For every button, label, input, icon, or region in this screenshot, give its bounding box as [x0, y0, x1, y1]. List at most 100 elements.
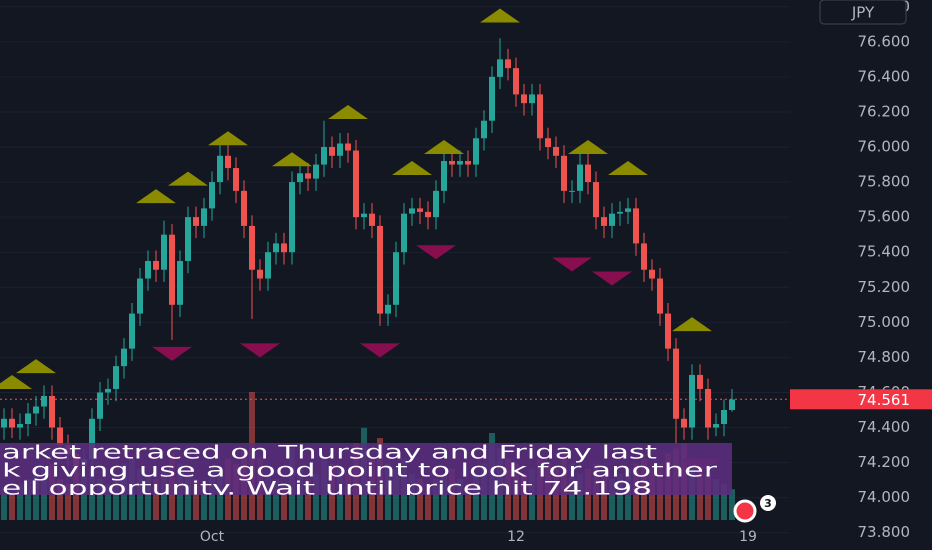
fractal-up: [208, 131, 248, 146]
time-axis: Oct 12 19: [200, 529, 757, 545]
candle-body: [137, 278, 143, 314]
candle-body: [169, 234, 175, 305]
fractal-up: [168, 171, 208, 186]
candle-body: [201, 208, 207, 226]
candle-body: [377, 225, 383, 314]
candle-body: [505, 59, 511, 69]
candle-body: [425, 211, 431, 218]
candle-body: [57, 427, 63, 446]
volume-bar: [577, 473, 583, 520]
candle-body: [177, 260, 183, 305]
volume-bar: [9, 494, 15, 520]
candle-body: [569, 190, 575, 192]
candle-body: [353, 150, 359, 218]
candle-body: [129, 313, 135, 349]
candle-body: [665, 313, 671, 349]
fractal-down: [416, 245, 456, 260]
volume-bar: [705, 473, 711, 520]
candle-body: [329, 147, 335, 156]
candle-body: [585, 164, 591, 183]
candle-body: [9, 418, 15, 428]
candle-body: [249, 225, 255, 270]
fractal-up: [480, 8, 520, 23]
currency: JPY: [851, 4, 875, 22]
fractal-up: [392, 161, 432, 176]
volume-bar: [273, 479, 279, 520]
candle-body: [465, 161, 471, 165]
volume-bar: [417, 479, 423, 520]
candle-body: [641, 243, 647, 270]
fractal-down: [240, 343, 280, 358]
candle-body: [369, 213, 375, 226]
fractal-down: [360, 343, 400, 358]
volume-bar: [441, 473, 447, 520]
note-line: ell opportunity. Wait until price hit 74…: [2, 478, 652, 500]
candle-body: [449, 161, 455, 165]
volume-bar: [617, 473, 623, 520]
candle-body: [553, 147, 559, 156]
candle-body: [217, 155, 223, 183]
candle-body: [497, 59, 503, 77]
candle-body: [105, 388, 111, 393]
candle-body: [313, 164, 319, 179]
note-box: [0, 443, 732, 495]
price-axis: 73.80074.00074.20074.40074.60074.80075.0…: [790, 0, 932, 541]
candle-body: [49, 395, 55, 428]
fractal-down: [152, 346, 192, 361]
volume-bar: [65, 484, 71, 520]
y-tick-label: 74.000: [858, 488, 911, 506]
volume-bar: [609, 479, 615, 520]
candle-body: [361, 213, 367, 218]
volume-bar: [33, 473, 39, 520]
candle-body: [401, 213, 407, 253]
candle-body: [545, 138, 551, 148]
volume-bar: [729, 489, 735, 520]
candle-body: [409, 208, 415, 214]
alert-circle[interactable]: [733, 499, 757, 523]
candle-body: [721, 410, 727, 425]
volume-bar: [601, 473, 607, 520]
volume-bar: [465, 484, 471, 520]
candle-body: [385, 304, 391, 314]
price-pane: [0, 38, 790, 479]
candle-body: [649, 269, 655, 279]
candle-body: [577, 164, 583, 191]
volume-bar: [433, 479, 439, 520]
candle-body: [209, 182, 215, 209]
candle-body: [345, 143, 351, 151]
x-tick-label: 12: [507, 529, 525, 545]
volume-bar: [193, 479, 199, 520]
fractals: [0, 8, 720, 474]
note: arket retraced on Thursday and Friday la…: [0, 442, 732, 500]
candle-body: [593, 182, 599, 218]
candle-body: [705, 388, 711, 428]
alert-badge[interactable]: [760, 495, 776, 511]
candle-body: [337, 143, 343, 156]
candle-body: [729, 399, 735, 410]
volume-bar: [521, 473, 527, 520]
alert-count[interactable]: 3: [764, 497, 772, 510]
candle-body: [689, 374, 695, 428]
volume-bar: [209, 473, 215, 520]
candle-body: [305, 173, 311, 179]
candle-body: [537, 94, 543, 139]
volume-bar: [345, 473, 351, 520]
y-tick-label: 76.600: [858, 32, 911, 50]
y-tick-label: 75.800: [858, 173, 911, 191]
candle-body: [17, 424, 23, 428]
candle-body: [625, 208, 631, 212]
candle-body: [393, 252, 399, 305]
candle-body: [633, 208, 639, 244]
candle-body: [713, 424, 719, 428]
note-line: k giving use a good point to look for an…: [2, 460, 717, 482]
note-line: arket retraced on Thursday and Friday la…: [2, 442, 657, 464]
candle-body: [297, 173, 303, 183]
volume-bar: [17, 484, 23, 520]
volume-bar: [97, 479, 103, 520]
candle-body: [257, 269, 263, 279]
candle-body: [161, 234, 167, 270]
candle-body: [697, 374, 703, 389]
fractal-up: [608, 161, 648, 176]
alert-icon[interactable]: 3: [733, 495, 776, 523]
